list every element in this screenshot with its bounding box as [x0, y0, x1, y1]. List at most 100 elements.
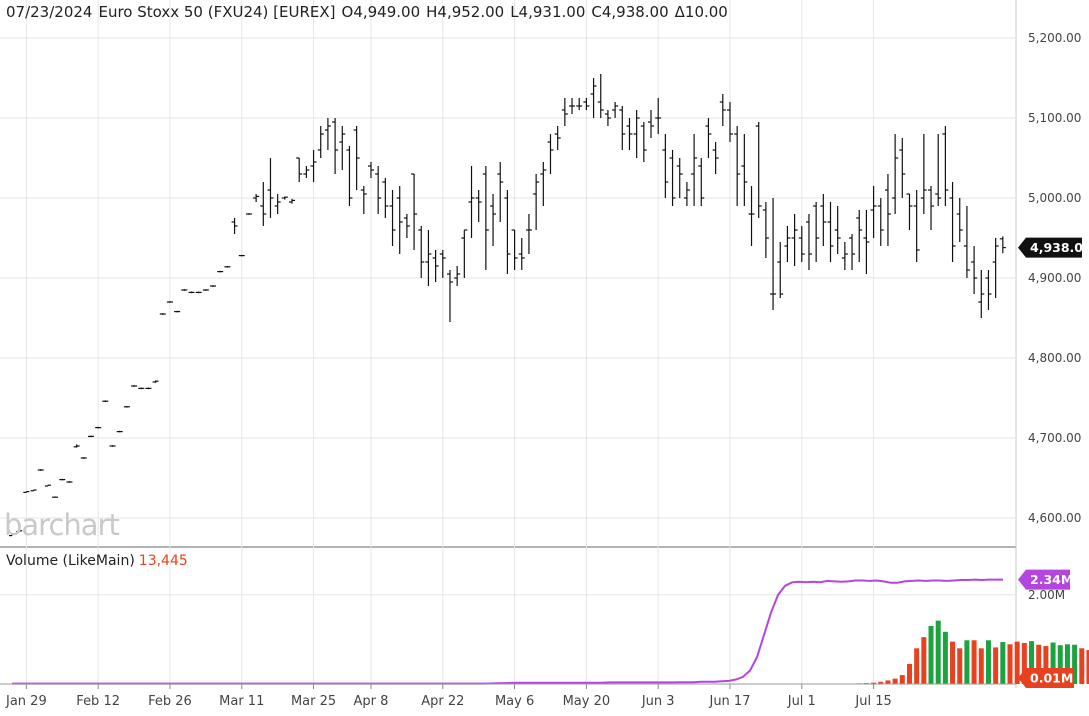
price-tick-label: 5,000.00 — [1028, 191, 1081, 205]
ohlc-bar — [540, 162, 547, 206]
ohlc-bar — [662, 134, 669, 198]
ohlc-bar — [928, 186, 935, 230]
ohlc-bar — [202, 289, 209, 291]
ohlc-bar — [432, 250, 439, 282]
ohlc-bar — [813, 202, 820, 262]
ohlc-bar — [798, 226, 805, 262]
date-tick-label: Jul 1 — [787, 694, 816, 709]
ohlc-bar — [583, 98, 590, 110]
ohlc-bar — [188, 291, 195, 294]
ohlc-bar — [597, 74, 604, 118]
ohlc-bar — [899, 138, 906, 198]
volume-bar — [957, 648, 963, 684]
ohlc-bar — [367, 162, 374, 178]
ohlc-bar — [726, 102, 733, 142]
volume-bar — [914, 648, 920, 684]
ohlc-bar — [253, 194, 260, 202]
volume-bar — [1043, 646, 1049, 684]
volume-title: Volume (LikeMain) 13,445 — [6, 553, 188, 569]
ohlc-bar — [999, 236, 1006, 254]
ohlc-bar — [418, 226, 425, 278]
ohlc-bar — [712, 142, 719, 174]
volume-bar — [1029, 641, 1035, 684]
price-bars — [9, 74, 1006, 537]
volume-bar — [950, 641, 956, 684]
date-tick-label: Jun 17 — [708, 694, 750, 709]
header-high: H4,952.00 — [426, 3, 505, 21]
ohlc-bar — [138, 387, 145, 390]
volume-title-text: Volume (LikeMain) — [6, 553, 135, 569]
ohlc-bar — [181, 289, 188, 291]
ohlc-bar — [554, 126, 561, 150]
ohlc-bar — [116, 430, 123, 433]
ohlc-bar — [360, 186, 367, 214]
ohlc-bar — [834, 206, 841, 254]
volume-bars — [806, 620, 1089, 685]
ohlc-bar — [267, 158, 274, 218]
ohlc-bar — [44, 484, 51, 487]
ohlc-bar — [131, 385, 138, 387]
volume-bar — [1057, 645, 1063, 684]
ohlc-bar — [683, 182, 690, 206]
volume-bar — [1086, 650, 1089, 684]
date-axis: Jan 29 Feb 12 Feb 26 Mar 11 Mar 25 Apr 8 Apr 2… — [0, 683, 1016, 709]
ohlc-bar — [676, 158, 683, 198]
ohlc-bar — [741, 134, 748, 206]
date-tick-label: Feb 26 — [148, 694, 192, 709]
date-tick-label: Apr 8 — [354, 694, 389, 709]
ohlc-bar — [748, 186, 755, 246]
ohlc-bar — [439, 250, 446, 278]
date-tick-label: Mar 11 — [219, 694, 264, 709]
volume-bar — [928, 626, 934, 684]
date-tick-label: Jul 15 — [854, 694, 891, 709]
date-tick-label: Jan 29 — [5, 694, 47, 709]
ohlc-bar — [777, 242, 784, 298]
volume-bar — [921, 637, 927, 684]
header-low: L4,931.00 — [510, 3, 586, 21]
header-date: 07/23/2024 — [6, 3, 93, 21]
chart-header: 07/23/2024 Euro Stoxx 50 (FXU24) [EUREX] O… — [6, 3, 734, 21]
ohlc-bar — [303, 166, 310, 178]
header-close: C4,938.00 — [591, 3, 669, 21]
ohlc-bar — [23, 491, 30, 493]
volume-bar — [1036, 644, 1042, 684]
ohlc-bar — [159, 313, 166, 315]
ohlc-bar — [805, 214, 812, 270]
ohlc-bar — [9, 533, 15, 537]
ohlc-bar — [511, 229, 518, 270]
ohlc-bar — [762, 202, 769, 258]
ohlc-bar — [791, 214, 798, 266]
volume-bar — [1050, 642, 1056, 684]
volume-tick-label: 2.00M — [1028, 588, 1065, 602]
ohlc-bar — [827, 202, 834, 262]
ohlc-bar — [633, 110, 640, 158]
ohlc-bar — [446, 270, 453, 322]
ohlc-bar — [626, 118, 633, 150]
ohlc-bar — [841, 242, 848, 270]
ohlc-bar — [289, 198, 296, 204]
grid-lines — [0, 0, 1017, 688]
last-price-badge-shape — [1018, 237, 1082, 258]
barchart-logo: barchart — [4, 508, 120, 542]
ohlc-bar — [612, 102, 619, 118]
header-symbol: Euro Stoxx 50 (FXU24) [EUREX] — [98, 3, 336, 21]
ohlc-bar — [525, 214, 532, 254]
ohlc-bar — [985, 270, 992, 310]
ohlc-bar — [195, 291, 202, 294]
ohlc-bar — [942, 126, 949, 206]
last-price-badge-text: 4,938.00 — [1030, 240, 1089, 255]
ohlc-bar — [461, 229, 468, 278]
volume-bar — [1072, 644, 1078, 684]
ohlc-bar — [669, 150, 676, 206]
ohlc-bar — [281, 196, 288, 200]
ohlc-bar — [640, 122, 647, 162]
ohlc-bar — [80, 457, 87, 459]
ohlc-bar — [375, 166, 382, 214]
volume-bar — [985, 640, 991, 684]
volume-bar — [942, 631, 948, 684]
ohlc-bar — [992, 238, 999, 298]
volume-bar — [978, 648, 984, 684]
ohlc-bar — [518, 238, 525, 270]
header-change: Δ10.00 — [674, 3, 728, 21]
